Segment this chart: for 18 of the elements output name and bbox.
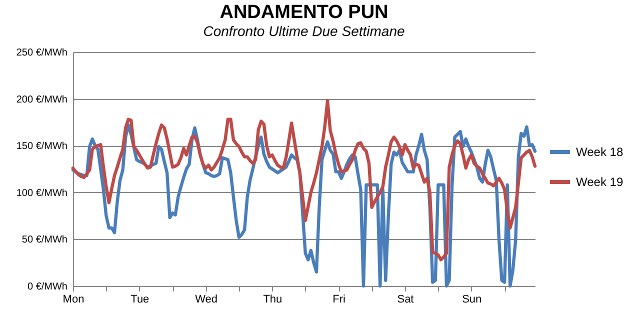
y-tick-label: 50 €/MWh [22,234,68,246]
line-series [71,99,537,262]
chart-title: ANDAMENTO PUN [220,2,388,23]
y-tick-label: 100 €/MWh [16,188,68,199]
y-tick-label: 150 €/MWh [16,141,68,152]
x-tick-label: Mon [62,294,84,306]
x-tick-label: Tue [130,294,150,306]
x-tick-label: Thu [263,294,282,306]
chart-subtitle: Confronto Ultime Due Settimane [203,23,405,39]
y-tick-label: 0 €/MWh [27,282,68,292]
legend-label: Week 18 [576,145,624,159]
y-tick-label: 250 €/MWh [16,48,68,58]
legend-label: Week 19 [576,175,624,189]
x-tick-label: Sat [397,294,414,306]
x-tick-label: Wed [195,294,218,306]
x-tick-label: Sun [462,294,482,306]
x-tick-label: Fri [332,294,346,306]
y-tick-label: 200 €/MWh [16,94,68,106]
